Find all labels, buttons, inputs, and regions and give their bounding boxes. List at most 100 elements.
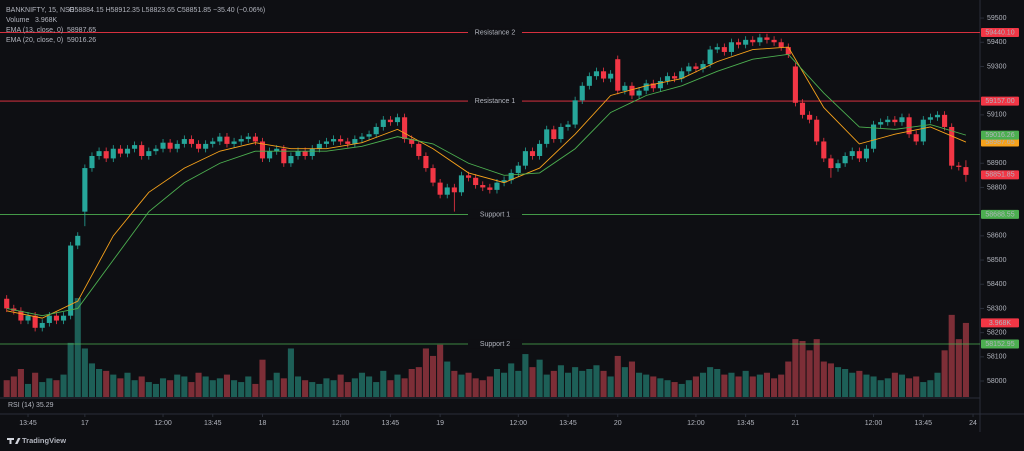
- candle-body: [103, 151, 109, 159]
- volume-bar: [820, 361, 827, 397]
- level-label-bg: [468, 28, 522, 38]
- volume-bar: [614, 355, 621, 397]
- candle-body: [188, 139, 195, 144]
- volume-bar: [444, 361, 451, 397]
- candle-body: [394, 117, 401, 123]
- volume-bar: [3, 380, 10, 397]
- y-tick-label: 59500: [987, 15, 1007, 22]
- candle-body: [267, 151, 273, 159]
- volume-badge: 3.968K: [989, 320, 1012, 327]
- plot-layer: 59500 59400 59300 59100 58900 58800 58600 58500…: [0, 15, 1019, 427]
- volume-bar: [294, 376, 302, 397]
- candle-body: [707, 49, 713, 65]
- candle-body: [636, 90, 642, 96]
- candle-body: [53, 315, 60, 321]
- ema13-legend: EMA (13, close, 0): [6, 27, 63, 34]
- candle-body: [288, 155, 294, 164]
- x-tick-label: 12:00: [332, 420, 350, 427]
- volume-bar: [834, 367, 842, 397]
- rsi-label: RSI (14): [8, 402, 34, 409]
- candle-body: [402, 117, 408, 140]
- volume-bar: [870, 376, 877, 397]
- x-tick-label: 19: [436, 420, 444, 427]
- candle-body: [60, 315, 67, 321]
- volume-bar: [259, 359, 266, 397]
- volume-bar: [806, 350, 813, 397]
- candle-body: [501, 180, 507, 183]
- volume-bar: [962, 322, 969, 397]
- candle-body: [68, 245, 74, 316]
- candle-body: [444, 187, 450, 195]
- level-label: Resistance 2: [475, 29, 516, 36]
- candle-body: [757, 37, 763, 43]
- x-tick-label: 12:00: [510, 420, 528, 427]
- candle-body: [110, 148, 116, 159]
- volume-bar: [337, 374, 344, 397]
- candle-body: [366, 134, 372, 137]
- level-badge-bg: [981, 28, 1019, 38]
- level-label-bg: [468, 96, 522, 106]
- volume-bar: [636, 372, 643, 397]
- candle-body: [210, 141, 216, 144]
- volume-badge-bg: [981, 318, 1019, 328]
- volume-bar: [273, 372, 280, 397]
- volume-bar: [529, 367, 536, 397]
- candle-body: [899, 117, 905, 123]
- volume-bar: [692, 376, 699, 397]
- candle-body: [508, 172, 514, 181]
- candle-body: [814, 119, 820, 142]
- volume-bar: [799, 341, 806, 397]
- x-tick-label: 18: [259, 420, 267, 427]
- x-tick-label: 13:45: [915, 420, 933, 427]
- volume-bar: [252, 383, 259, 397]
- last-price-badge: 58851.85: [985, 172, 1014, 179]
- volume-bar: [17, 369, 24, 397]
- x-tick-label: 20: [614, 420, 622, 427]
- ema-badge: 58987.65: [985, 139, 1014, 146]
- x-tick-label: 12:00: [865, 420, 883, 427]
- candle-body: [409, 139, 415, 144]
- volume-bar: [671, 382, 678, 397]
- candle-body: [956, 165, 962, 167]
- candle-body: [558, 126, 564, 140]
- level-badge-bg: [981, 209, 1019, 219]
- volume-bar: [579, 370, 586, 397]
- y-tick-label: 58200: [987, 329, 1007, 336]
- candle-body: [615, 59, 621, 91]
- candle-body: [494, 182, 500, 190]
- candle-body: [345, 141, 351, 144]
- y-tick-label: 59300: [987, 63, 1007, 70]
- candle-body: [721, 47, 727, 52]
- volume-bar: [401, 378, 408, 397]
- candle-body: [728, 42, 735, 52]
- volume-bar: [110, 374, 117, 397]
- volume-bar: [202, 376, 209, 397]
- candle-body: [380, 119, 386, 127]
- volume-bar: [366, 376, 373, 397]
- candle-body: [231, 141, 237, 144]
- candle-body: [181, 139, 187, 144]
- candle-body: [664, 76, 671, 81]
- volume-bar: [472, 378, 479, 397]
- candle-body: [203, 143, 209, 149]
- candle-body: [608, 73, 614, 79]
- candle-body: [359, 136, 365, 140]
- candle-body: [750, 39, 756, 43]
- candle-body: [75, 235, 81, 246]
- candle-body: [963, 167, 969, 175]
- volume-bar: [46, 378, 53, 397]
- volume-bar: [813, 339, 820, 397]
- volume-bar: [479, 380, 486, 397]
- level-badge: 58688.55: [985, 211, 1014, 218]
- candle-body: [46, 315, 52, 323]
- candle-body: [522, 151, 528, 166]
- volume-bar: [728, 372, 735, 397]
- volume-bar: [287, 348, 294, 397]
- candle-body: [565, 124, 571, 127]
- x-tick-label: 13:45: [382, 420, 400, 427]
- candle-body: [259, 141, 266, 159]
- candle-body: [451, 187, 457, 193]
- volume-bar: [785, 361, 792, 397]
- volume-bar: [508, 363, 515, 397]
- candle-body: [835, 163, 841, 169]
